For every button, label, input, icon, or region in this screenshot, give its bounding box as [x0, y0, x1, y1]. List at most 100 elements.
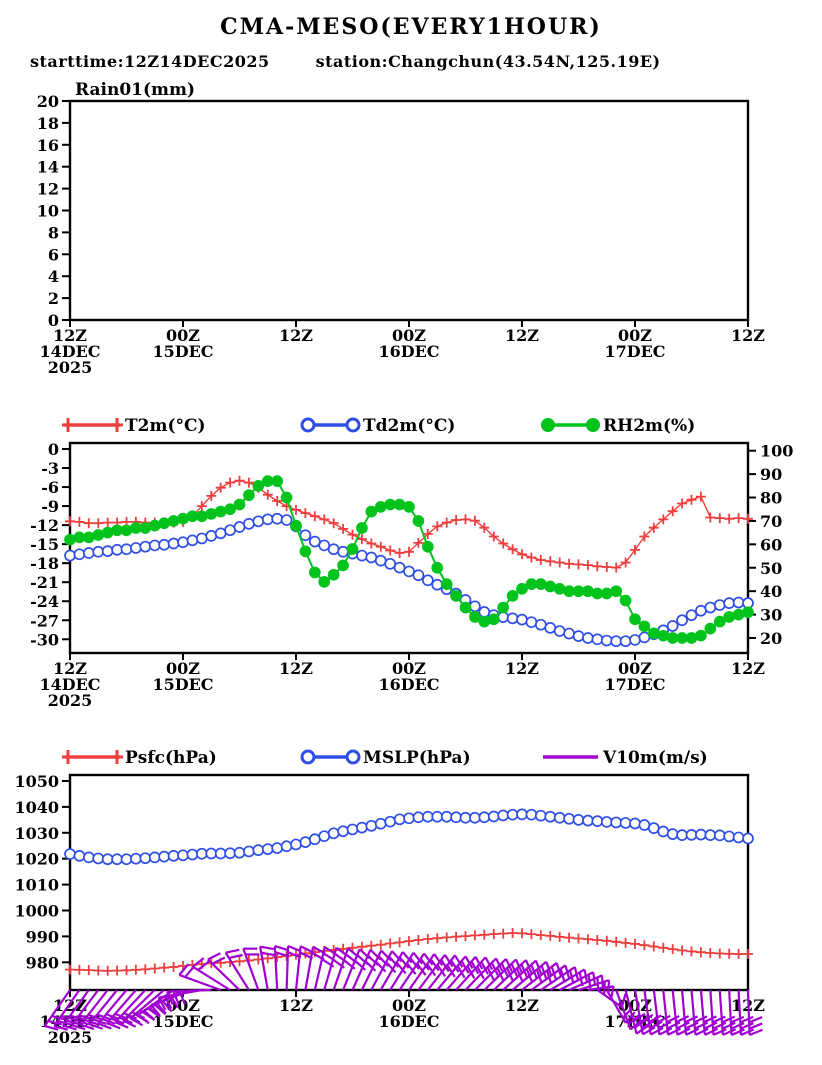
wind-barb-feather: [178, 990, 186, 1005]
wind-barb-staff: [671, 989, 679, 1035]
wind-barb-staff: [88, 989, 118, 1025]
temp-y-label: -21: [30, 573, 59, 592]
wind-barb-staff: [521, 962, 558, 991]
wind-barb-staff: [106, 989, 137, 1024]
temp-y-label: -3: [41, 459, 59, 478]
wind-barb-feather: [748, 1016, 763, 1024]
wind-barb-feather: [693, 1015, 708, 1024]
wind-barb-staff: [426, 954, 456, 991]
wind-barb-staff: [379, 951, 404, 991]
wind-barb-feather: [406, 962, 417, 975]
wind-barb-feather: [658, 1021, 672, 1030]
x-axis-label: 12Z: [53, 326, 87, 345]
pressure-y-label: 1030: [14, 824, 59, 843]
wind-barb-staff: [294, 946, 302, 991]
wind-barb-feather: [161, 1000, 173, 1013]
pressure-y-label: 1050: [14, 772, 59, 791]
wind-barb-staff: [242, 948, 260, 991]
wind-barb-staff: [492, 959, 527, 991]
wind-barb-feather: [259, 945, 275, 951]
wind-barb-staff: [408, 953, 436, 991]
wind-barb-feather: [694, 1027, 709, 1036]
x-axis-label: 14DEC: [39, 342, 100, 361]
wind-barb-feather: [388, 955, 400, 968]
pressure-y-label: 1040: [14, 798, 59, 817]
wind-barb-staff: [342, 948, 361, 991]
wind-barb-feather: [136, 1014, 150, 1025]
wind-barb-feather: [143, 1009, 156, 1021]
wind-barb-feather: [429, 958, 440, 972]
wind-barb-feather: [748, 1022, 763, 1030]
wind-barb-feather: [163, 996, 173, 1010]
temp-y-label: 0: [48, 440, 59, 459]
wind-barb-feather: [377, 955, 390, 967]
temp-y-label: -18: [30, 554, 59, 573]
wind-barb-staff: [464, 957, 497, 991]
wind-barb-feather: [71, 1024, 86, 1031]
wind-barb-feather: [676, 1027, 691, 1036]
wind-barb-staff: [643, 989, 652, 1035]
wind-barb-feather: [44, 1024, 59, 1031]
wind-barb-staff: [114, 989, 147, 1023]
rh-y-label: 20: [760, 629, 782, 648]
pressure-y-label: 990: [26, 927, 59, 946]
legend-label: Psfc(hPa): [125, 748, 217, 768]
wind-barb-staff: [323, 947, 338, 991]
wind-barb-staff: [502, 959, 537, 991]
wind-barb-feather: [453, 954, 464, 968]
wind-barb-feather: [694, 1021, 709, 1030]
wind-barb-feather: [166, 991, 174, 1005]
temp-y-label: -24: [30, 592, 59, 611]
wind-barb-feather: [474, 956, 484, 970]
wind-barb-staff: [332, 948, 350, 991]
wind-barb-feather: [731, 1028, 745, 1036]
legend-circle-marker: [300, 749, 316, 765]
wind-barb-staff: [207, 958, 241, 991]
wind-barb-feather: [211, 956, 226, 965]
x-axis-label: 12Z: [505, 659, 539, 678]
wind-barb-feather: [119, 1016, 133, 1025]
legend-plus-marker: [111, 418, 123, 432]
temp-y-label: -27: [30, 611, 59, 630]
x-axis-label: 12Z: [279, 326, 313, 345]
page-title: CMA-MESO(EVERY1HOUR): [220, 14, 602, 40]
wind-barb-feather: [436, 964, 447, 978]
wind-barb-feather: [409, 957, 420, 970]
wind-barb-feather: [446, 964, 456, 978]
rh-y-label: 40: [760, 582, 782, 601]
rain-y-label: 2: [48, 289, 59, 308]
rain-y-label: 16: [37, 136, 59, 155]
wind-barb-feather: [207, 952, 221, 961]
rh-y-label: 100: [760, 442, 793, 461]
pressure-y-label: 1020: [14, 850, 59, 869]
wind-barb-feather: [178, 963, 190, 976]
wind-barb-feather: [169, 994, 179, 1009]
starttime-label: starttime:12Z14DEC2025: [30, 52, 270, 71]
x-axis-label: 00Z: [392, 659, 426, 678]
wind-barb-feather: [419, 957, 430, 971]
wind-barb-feather: [148, 1006, 161, 1018]
wind-barb-staff: [43, 989, 71, 1027]
wind-barb-staff: [313, 946, 326, 991]
x-axis-label: 12Z: [505, 326, 539, 345]
wind-barb-staff: [122, 989, 156, 1022]
wind-barb-feather: [80, 1023, 95, 1031]
wind-barb-staff: [53, 989, 81, 1027]
temp-y-label: -6: [41, 478, 59, 497]
pressure-y-label: 1010: [14, 876, 59, 895]
wind-barb-feather: [433, 953, 444, 967]
legend-circle-marker: [345, 417, 361, 433]
wind-barb-feather: [129, 1017, 144, 1027]
temp-y-label: -9: [41, 497, 59, 516]
x-axis-label: 12Z: [731, 659, 765, 678]
rain-y-label: 18: [37, 114, 59, 133]
legend-dot-marker: [541, 418, 555, 432]
wind-barb-feather: [476, 965, 485, 980]
wind-barb-staff: [587, 985, 614, 992]
x-axis-label: 00Z: [618, 659, 652, 678]
wind-barb-staff: [690, 989, 697, 1035]
wind-barb-feather: [156, 1002, 167, 1015]
wind-barb-feather: [667, 1027, 682, 1036]
wind-barb-feather: [184, 965, 195, 978]
wind-barb-staff: [398, 952, 426, 991]
